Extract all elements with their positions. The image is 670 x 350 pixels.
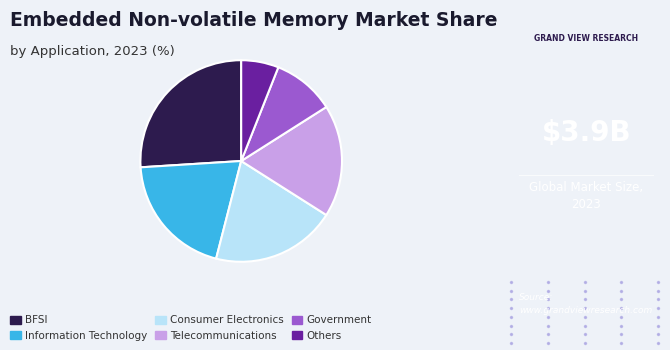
Wedge shape — [241, 107, 342, 215]
Text: by Application, 2023 (%): by Application, 2023 (%) — [10, 46, 175, 58]
Legend: BFSI, Information Technology, Consumer Electronics, Telecommunications, Governme: BFSI, Information Technology, Consumer E… — [6, 311, 376, 345]
Text: Source:
www.grandviewresearch.com: Source: www.grandviewresearch.com — [519, 294, 653, 315]
Text: GRAND VIEW RESEARCH: GRAND VIEW RESEARCH — [534, 34, 639, 43]
Wedge shape — [141, 60, 241, 167]
Wedge shape — [216, 161, 326, 262]
Text: $3.9B: $3.9B — [541, 119, 631, 147]
Wedge shape — [241, 67, 326, 161]
Text: Global Market Size,
2023: Global Market Size, 2023 — [529, 181, 643, 211]
Text: Embedded Non-volatile Memory Market Share: Embedded Non-volatile Memory Market Shar… — [10, 10, 498, 29]
Wedge shape — [141, 161, 241, 259]
Wedge shape — [241, 60, 278, 161]
